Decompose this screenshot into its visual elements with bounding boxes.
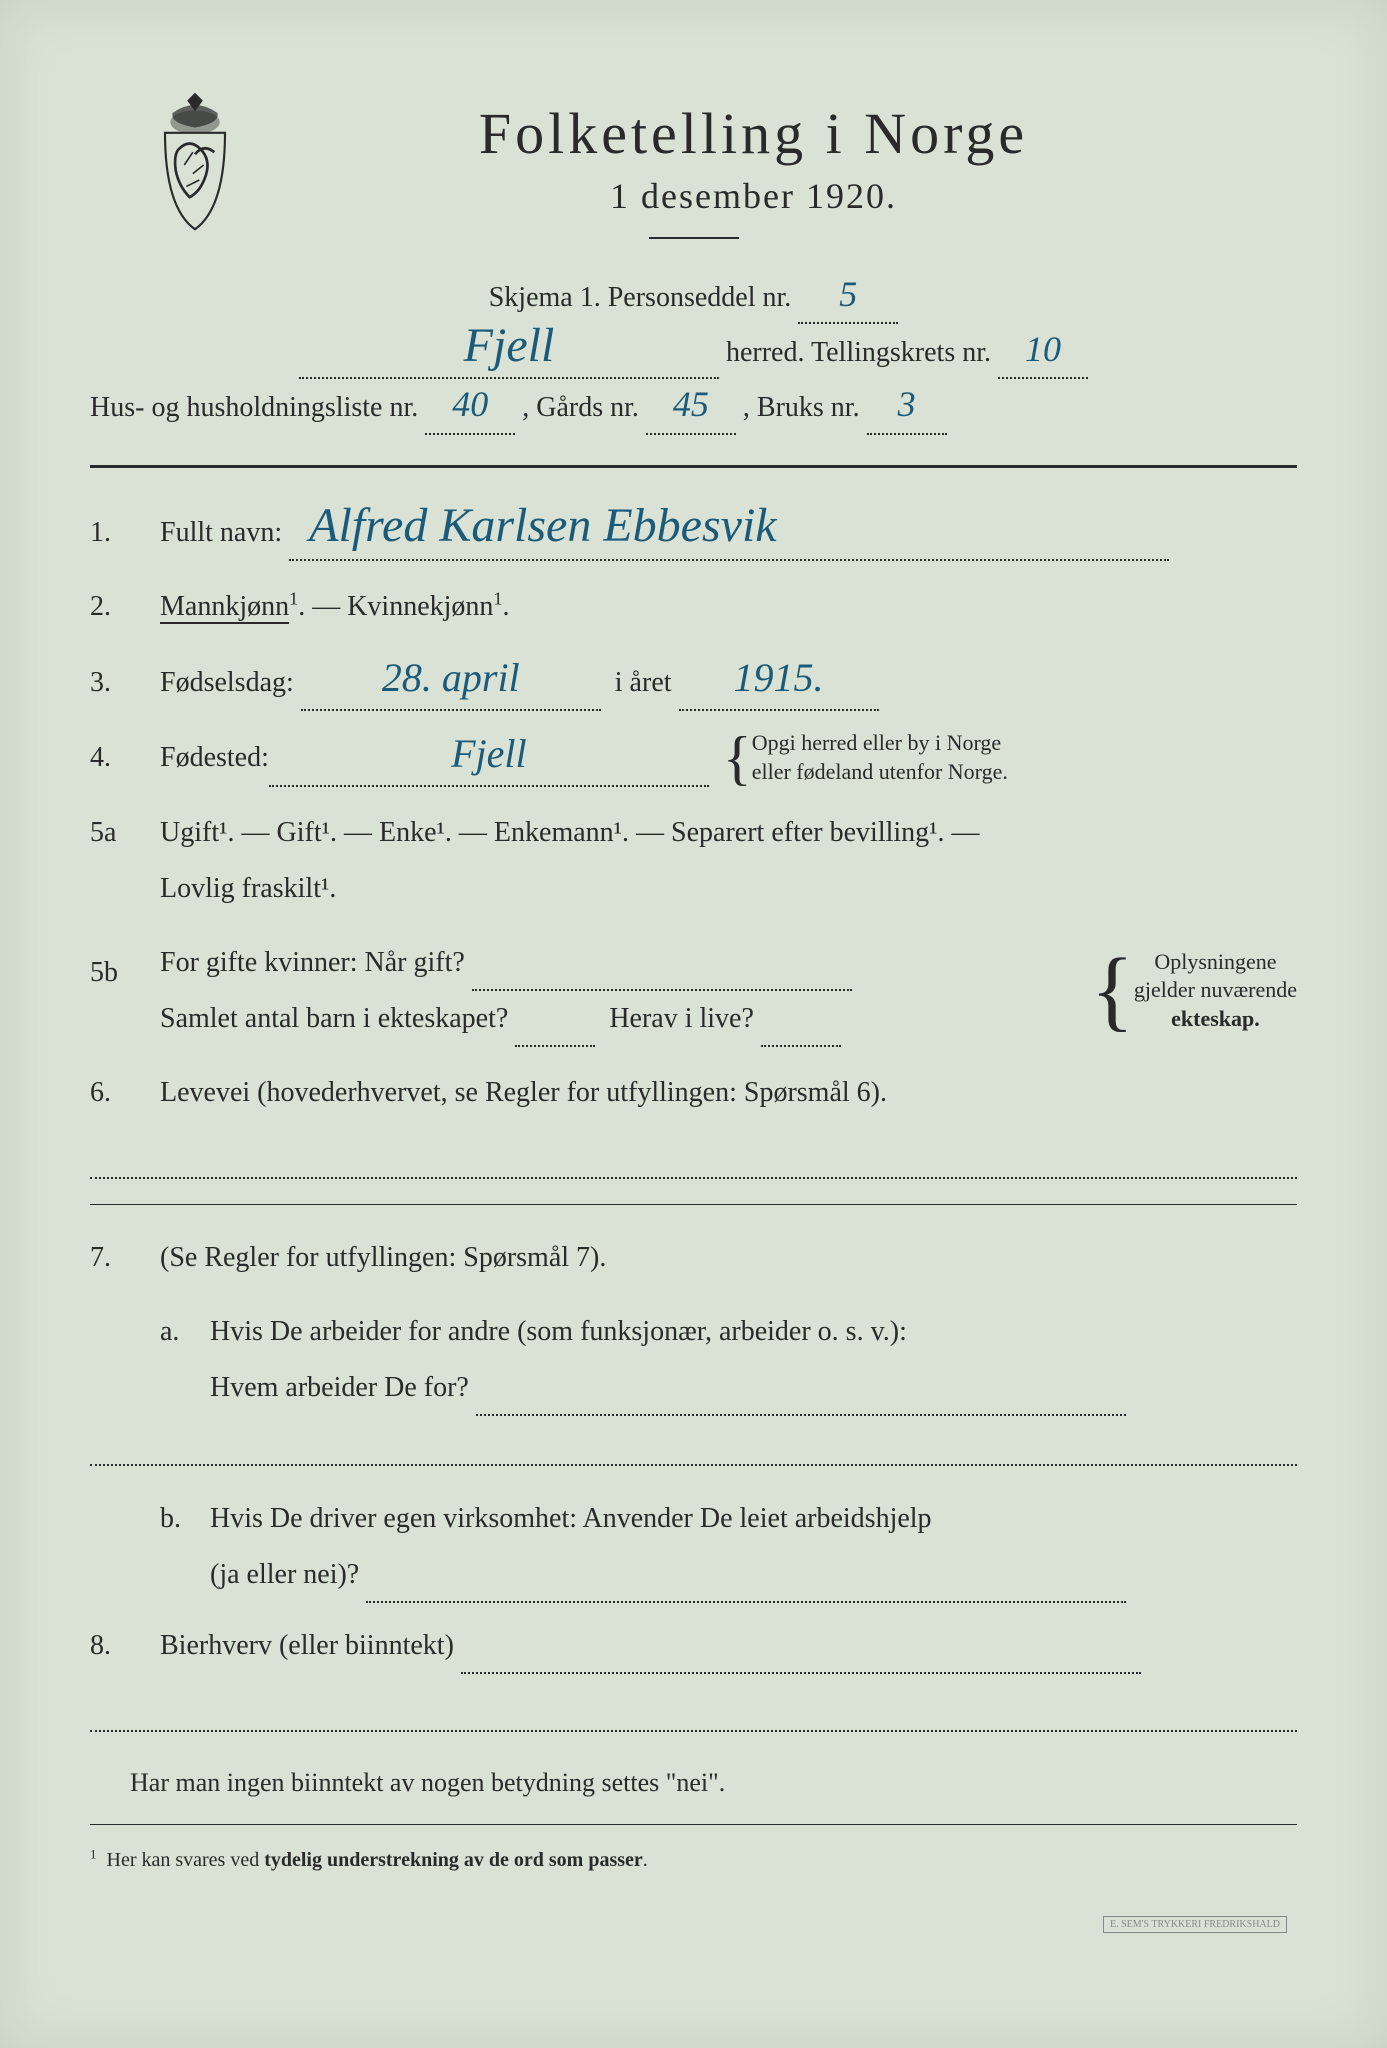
q2-num: 2. bbox=[90, 579, 160, 635]
footnote-text: Her kan svares ved tydelig understreknin… bbox=[107, 1849, 648, 1871]
q3-mid: i året bbox=[615, 667, 672, 698]
q4-num: 4. bbox=[90, 730, 160, 786]
q4-label: Fødested: bbox=[160, 730, 269, 786]
census-form-page: Folketelling i Norge 1 desember 1920. Sk… bbox=[0, 0, 1387, 2048]
q5b-line1a: For gifte kvinner: Når gift? bbox=[160, 947, 465, 978]
q5b-line2b: Herav i live? bbox=[609, 1003, 754, 1034]
gards-nr: 45 bbox=[673, 384, 709, 424]
full-name-value: Alfred Karlsen Ebbesvik bbox=[309, 499, 776, 552]
printer-mark: E. SEM'S TRYKKERI FREDRIKSHALD bbox=[1103, 1916, 1287, 1933]
q8-answer-line bbox=[90, 1692, 1297, 1732]
skjema-label: Skjema 1. Personseddel nr. bbox=[489, 282, 792, 313]
question-4: 4. Fødested: Fjell { Opgi herred eller b… bbox=[90, 729, 1297, 787]
question-7: 7. (Se Regler for utfyllingen: Spørsmål … bbox=[90, 1230, 1297, 1286]
q7b-mark: b. bbox=[160, 1491, 210, 1547]
q1-label: Fullt navn: bbox=[160, 517, 282, 548]
question-5b: 5b For gifte kvinner: Når gift? Samlet a… bbox=[90, 935, 1297, 1047]
personseddel-nr: 5 bbox=[839, 274, 857, 314]
kvinnekjonn: Kvinnekjønn bbox=[347, 591, 493, 622]
form-subtitle: 1 desember 1920. bbox=[210, 175, 1297, 217]
question-3: 3. Fødselsdag: 28. april i året 1915. bbox=[90, 653, 1297, 711]
bruks-label: , Bruks nr. bbox=[743, 392, 860, 423]
bruks-nr: 3 bbox=[898, 384, 916, 424]
question-7b: b. Hvis De driver egen virksomhet: Anven… bbox=[160, 1491, 1297, 1603]
q3-label: Fødselsdag: bbox=[160, 667, 294, 698]
q7-num: 7. bbox=[90, 1230, 160, 1286]
mid-rule bbox=[90, 1204, 1297, 1205]
q7b-line2: (ja eller nei)? bbox=[210, 1559, 359, 1590]
question-6: 6. Levevei (hovederhvervet, se Regler fo… bbox=[90, 1065, 1297, 1121]
herred-value: Fjell bbox=[464, 319, 555, 372]
question-1: 1. Fullt navn: Alfred Karlsen Ebbesvik bbox=[90, 503, 1297, 561]
hus-nr: 40 bbox=[452, 384, 488, 424]
question-7a: a. Hvis De arbeider for andre (som funks… bbox=[160, 1304, 1297, 1416]
bottom-rule bbox=[90, 1824, 1297, 1825]
questions-section: 1. Fullt navn: Alfred Karlsen Ebbesvik 2… bbox=[90, 503, 1297, 1880]
q8-label: Bierhverv (eller biinntekt) bbox=[160, 1630, 454, 1661]
q7-intro: (Se Regler for utfyllingen: Spørsmål 7). bbox=[160, 1230, 1297, 1286]
q7a-line1: Hvis De arbeider for andre (som funksjon… bbox=[210, 1316, 907, 1347]
q6-text: Levevei (hovederhvervet, se Regler for u… bbox=[160, 1065, 1297, 1121]
q7a-answer-line bbox=[90, 1426, 1297, 1466]
tellingskrets-nr: 10 bbox=[1025, 329, 1061, 369]
q5a-text: Ugift¹. — Gift¹. — Enke¹. — Enkemann¹. —… bbox=[160, 817, 980, 848]
q5b-num: 5b bbox=[90, 945, 160, 1001]
footnote: 1 Her kan svares ved tydelig understrekn… bbox=[90, 1840, 1297, 1880]
mannkjonn: Mannkjønn bbox=[160, 591, 289, 624]
meta-section: Skjema 1. Personseddel nr. 5 Fjell herre… bbox=[90, 269, 1297, 435]
section-rule bbox=[90, 465, 1297, 468]
q7a-mark: a. bbox=[160, 1304, 210, 1360]
q5a-num: 5a bbox=[90, 805, 160, 861]
q7a-line2: Hvem arbeider De for? bbox=[210, 1372, 469, 1403]
herred-label: herred. Tellingskrets nr. bbox=[726, 337, 991, 368]
question-8: 8. Bierhverv (eller biinntekt) bbox=[90, 1618, 1297, 1674]
q6-answer-line bbox=[90, 1139, 1297, 1179]
hus-label: Hus- og husholdningsliste nr. bbox=[90, 392, 418, 423]
coat-of-arms-icon bbox=[140, 90, 250, 240]
birthplace-value: Fjell bbox=[451, 731, 527, 776]
q4-note: Opgi herred eller by i Norge eller fødel… bbox=[752, 729, 1008, 786]
form-header: Folketelling i Norge 1 desember 1920. bbox=[90, 100, 1297, 239]
q3-num: 3. bbox=[90, 655, 160, 711]
question-5a: 5a Ugift¹. — Gift¹. — Enke¹. — Enkemann¹… bbox=[90, 805, 1297, 917]
divider bbox=[649, 237, 739, 239]
q5b-note: Oplysningene gjelder nuværende ekteskap. bbox=[1134, 948, 1297, 1034]
question-2: 2. Mannkjønn1. — Kvinnekjønn1. bbox=[90, 579, 1297, 635]
birth-year: 1915. bbox=[734, 655, 824, 700]
closing-note: Har man ingen biinntekt av nogen betydni… bbox=[130, 1757, 1297, 1809]
q7b-line1: Hvis De driver egen virksomhet: Anvender… bbox=[210, 1503, 932, 1534]
form-title: Folketelling i Norge bbox=[210, 100, 1297, 167]
q6-num: 6. bbox=[90, 1065, 160, 1121]
birth-day: 28. april bbox=[382, 655, 520, 700]
q8-num: 8. bbox=[90, 1618, 160, 1674]
gards-label: , Gårds nr. bbox=[522, 392, 639, 423]
q5b-line2a: Samlet antal barn i ekteskapet? bbox=[160, 1003, 508, 1034]
q1-num: 1. bbox=[90, 505, 160, 561]
q5a-text2: Lovlig fraskilt¹. bbox=[160, 873, 336, 904]
